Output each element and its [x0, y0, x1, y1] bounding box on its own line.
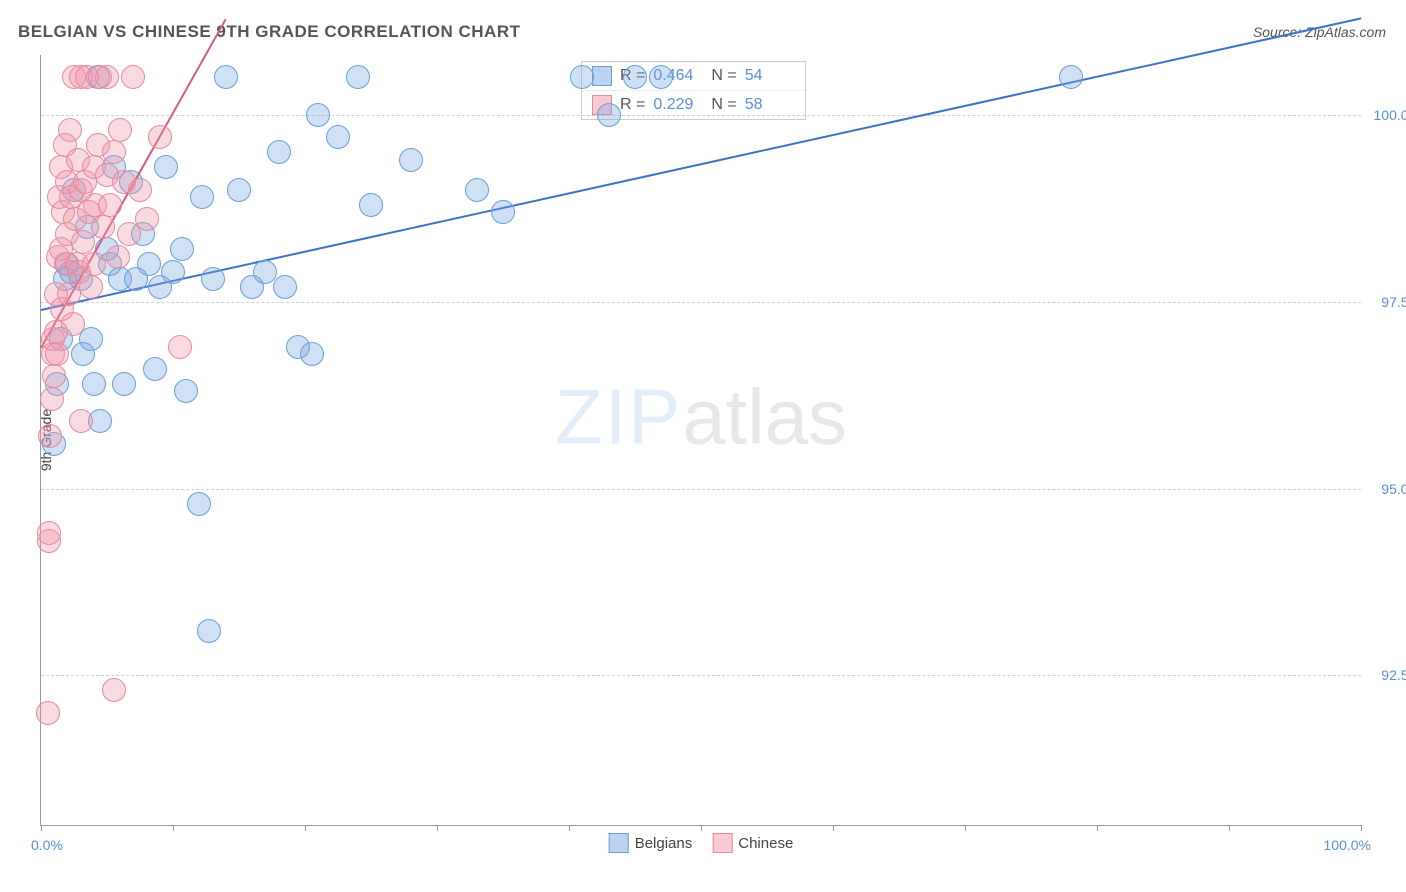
data-point-belgians [623, 65, 647, 89]
data-point-chinese [69, 409, 93, 433]
legend-item-chinese: Chinese [712, 833, 793, 853]
data-point-belgians [214, 65, 238, 89]
x-tick [437, 825, 438, 831]
data-point-belgians [1059, 65, 1083, 89]
data-point-belgians [359, 193, 383, 217]
chart-title: BELGIAN VS CHINESE 9TH GRADE CORRELATION… [18, 22, 521, 42]
data-point-belgians [649, 65, 673, 89]
data-point-belgians [170, 237, 194, 261]
y-tick-label: 97.5% [1381, 294, 1406, 310]
gridline [41, 302, 1361, 303]
data-point-chinese [168, 335, 192, 359]
data-point-chinese [37, 521, 61, 545]
data-point-belgians [300, 342, 324, 366]
data-point-belgians [465, 178, 489, 202]
x-axis-label-min: 0.0% [31, 837, 63, 853]
legend-item-belgians: Belgians [609, 833, 693, 853]
data-point-chinese [98, 193, 122, 217]
data-point-chinese [42, 364, 66, 388]
chart-container: BELGIAN VS CHINESE 9TH GRADE CORRELATION… [0, 0, 1406, 892]
data-point-belgians [306, 103, 330, 127]
data-point-belgians [112, 372, 136, 396]
data-point-belgians [161, 260, 185, 284]
x-tick [1361, 825, 1362, 831]
x-tick [701, 825, 702, 831]
data-point-chinese [102, 678, 126, 702]
data-point-belgians [82, 372, 106, 396]
data-point-belgians [273, 275, 297, 299]
watermark-zip: ZIP [555, 372, 682, 460]
r-value-chinese: 0.229 [653, 96, 703, 114]
x-tick [173, 825, 174, 831]
data-point-chinese [108, 118, 132, 142]
y-tick-label: 92.5% [1381, 667, 1406, 683]
data-point-belgians [597, 103, 621, 127]
data-point-belgians [227, 178, 251, 202]
data-point-chinese [82, 252, 106, 276]
data-point-chinese [71, 230, 95, 254]
data-point-belgians [187, 492, 211, 516]
legend-label-belgians: Belgians [635, 835, 693, 852]
data-point-belgians [174, 379, 198, 403]
data-point-chinese [57, 282, 81, 306]
data-point-chinese [38, 424, 62, 448]
swatch-belgians-icon [609, 833, 629, 853]
data-point-belgians [399, 148, 423, 172]
data-point-chinese [102, 140, 126, 164]
data-point-belgians [267, 140, 291, 164]
data-point-belgians [326, 125, 350, 149]
data-point-chinese [36, 701, 60, 725]
x-axis-label-max: 100.0% [1324, 837, 1371, 853]
data-point-belgians [137, 252, 161, 276]
data-point-chinese [106, 245, 130, 269]
data-point-belgians [197, 619, 221, 643]
y-tick-label: 95.0% [1381, 481, 1406, 497]
data-point-belgians [143, 357, 167, 381]
x-tick [965, 825, 966, 831]
gridline [41, 489, 1361, 490]
data-point-chinese [40, 387, 64, 411]
x-tick [569, 825, 570, 831]
data-point-belgians [570, 65, 594, 89]
swatch-belgians-icon [592, 66, 612, 86]
watermark: ZIPatlas [555, 371, 847, 462]
data-point-chinese [61, 312, 85, 336]
n-label: N = [711, 96, 736, 114]
x-tick [1229, 825, 1230, 831]
data-point-chinese [58, 118, 82, 142]
legend-stats-row-belgians: R = 0.464 N = 54 [582, 62, 805, 91]
data-point-chinese [148, 125, 172, 149]
data-point-chinese [135, 207, 159, 231]
n-value-chinese: 58 [745, 96, 795, 114]
y-tick-label: 100.0% [1374, 107, 1406, 123]
data-point-chinese [45, 342, 69, 366]
data-point-chinese [121, 65, 145, 89]
legend-label-chinese: Chinese [738, 835, 793, 852]
data-point-chinese [95, 65, 119, 89]
data-point-belgians [491, 200, 515, 224]
r-label: R = [620, 96, 645, 114]
x-tick [1097, 825, 1098, 831]
data-point-chinese [79, 275, 103, 299]
x-tick [833, 825, 834, 831]
n-value-belgians: 54 [745, 67, 795, 85]
gridline [41, 675, 1361, 676]
data-point-chinese [91, 215, 115, 239]
n-label: N = [711, 67, 736, 85]
data-point-chinese [128, 178, 152, 202]
data-point-belgians [346, 65, 370, 89]
data-point-belgians [190, 185, 214, 209]
plot-area: ZIPatlas 9th Grade R = 0.464 N = 54 R = … [40, 55, 1361, 826]
x-tick [41, 825, 42, 831]
watermark-atlas: atlas [682, 372, 847, 460]
swatch-chinese-icon [712, 833, 732, 853]
bottom-legend: Belgians Chinese [609, 833, 794, 853]
data-point-belgians [201, 267, 225, 291]
x-tick [305, 825, 306, 831]
gridline [41, 115, 1361, 116]
data-point-belgians [154, 155, 178, 179]
data-point-belgians [79, 327, 103, 351]
